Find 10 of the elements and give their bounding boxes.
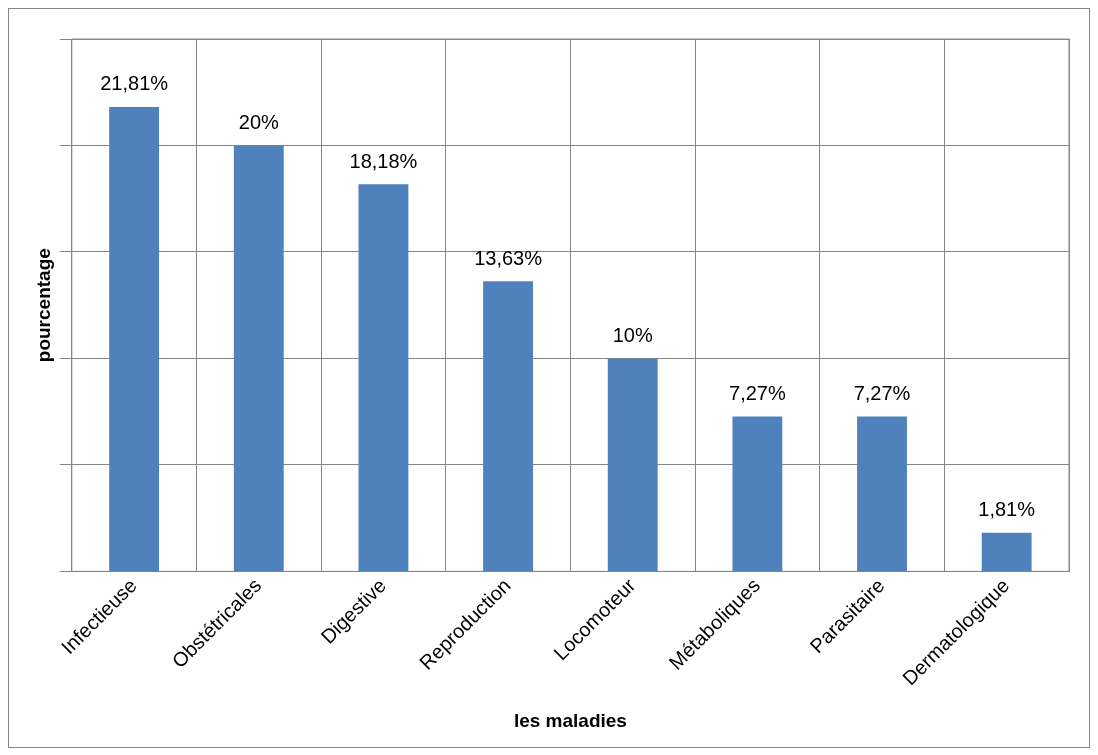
data-label: 20% — [238, 110, 280, 133]
y-axis-title: pourcentage — [32, 248, 54, 363]
data-label: 18,18% — [349, 149, 418, 172]
data-label: 13,63% — [474, 246, 543, 269]
data-label: 21,81% — [100, 72, 169, 95]
data-label: 1,81% — [978, 498, 1036, 521]
data-label: 10% — [612, 323, 653, 346]
x-axis-title: les maladies — [513, 709, 627, 731]
data-label: 7,27% — [853, 382, 911, 405]
data-label: 7,27% — [729, 382, 786, 405]
